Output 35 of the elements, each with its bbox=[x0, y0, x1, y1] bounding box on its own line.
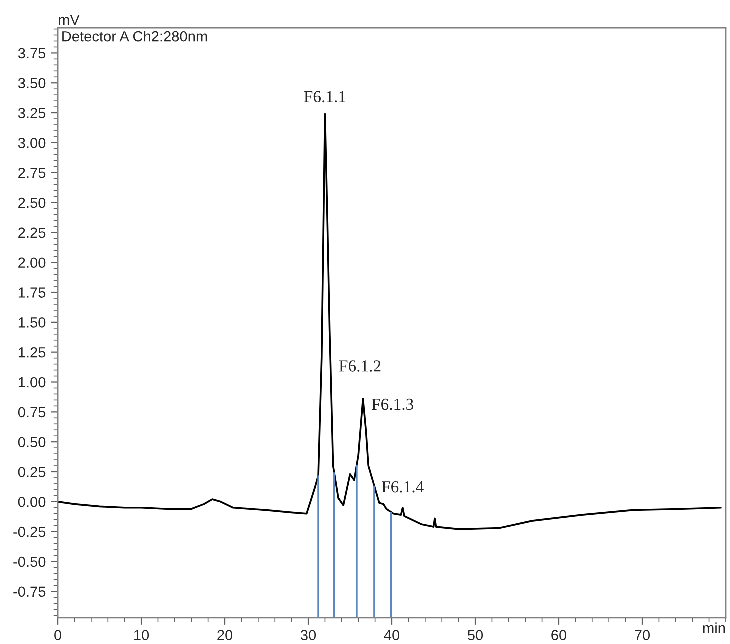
annotation: F6.1.4 bbox=[382, 481, 424, 493]
y-tick-label: 2.75 bbox=[18, 168, 46, 178]
x-tick-label: 20 bbox=[218, 630, 233, 640]
x-tick-label: 40 bbox=[384, 630, 400, 640]
y-tick-label: 3.00 bbox=[18, 138, 46, 148]
y-tick-label: 0.75 bbox=[18, 407, 46, 418]
annotation: F6.1.2 bbox=[339, 360, 381, 372]
y-tick-label: 3.50 bbox=[18, 78, 46, 89]
y-tick-label: -0.50 bbox=[14, 556, 46, 568]
line-series bbox=[58, 113, 722, 530]
y-tick-label: -0.75 bbox=[14, 586, 46, 598]
y-tick-label: 1.25 bbox=[18, 347, 46, 358]
y-tick-label: 1.75 bbox=[18, 288, 46, 298]
x-tick-label: 10 bbox=[134, 630, 150, 640]
y-tick-label: 2.00 bbox=[18, 258, 46, 268]
y-tick-label: 0.50 bbox=[18, 437, 46, 448]
y-tick-label: 0.00 bbox=[18, 497, 46, 508]
annotation: F6.1.3 bbox=[372, 398, 414, 410]
x-tick-label: 0 bbox=[54, 630, 62, 640]
y-tick-label: 2.50 bbox=[18, 198, 46, 208]
y-axis-title: mV bbox=[59, 15, 80, 26]
x-tick-label: 70 bbox=[635, 630, 650, 640]
x-axis-title: min bbox=[703, 622, 726, 634]
y-tick-label: 0.25 bbox=[18, 467, 46, 478]
y-tick-label: 1.00 bbox=[18, 377, 46, 388]
annotation: Detector A Ch2:280nm bbox=[62, 31, 208, 42]
x-tick-label: 50 bbox=[468, 630, 484, 640]
annotation: F6.1.1 bbox=[304, 91, 346, 103]
y-tick-label: 1.50 bbox=[18, 318, 46, 328]
y-tick-label: 2.25 bbox=[18, 228, 46, 238]
x-tick-label: 60 bbox=[552, 630, 567, 640]
y-tick-label: -0.25 bbox=[14, 526, 46, 538]
y-tick-label: 3.25 bbox=[18, 108, 46, 118]
y-tick-label: 3.75 bbox=[18, 48, 46, 59]
x-tick-label: 30 bbox=[300, 630, 316, 640]
